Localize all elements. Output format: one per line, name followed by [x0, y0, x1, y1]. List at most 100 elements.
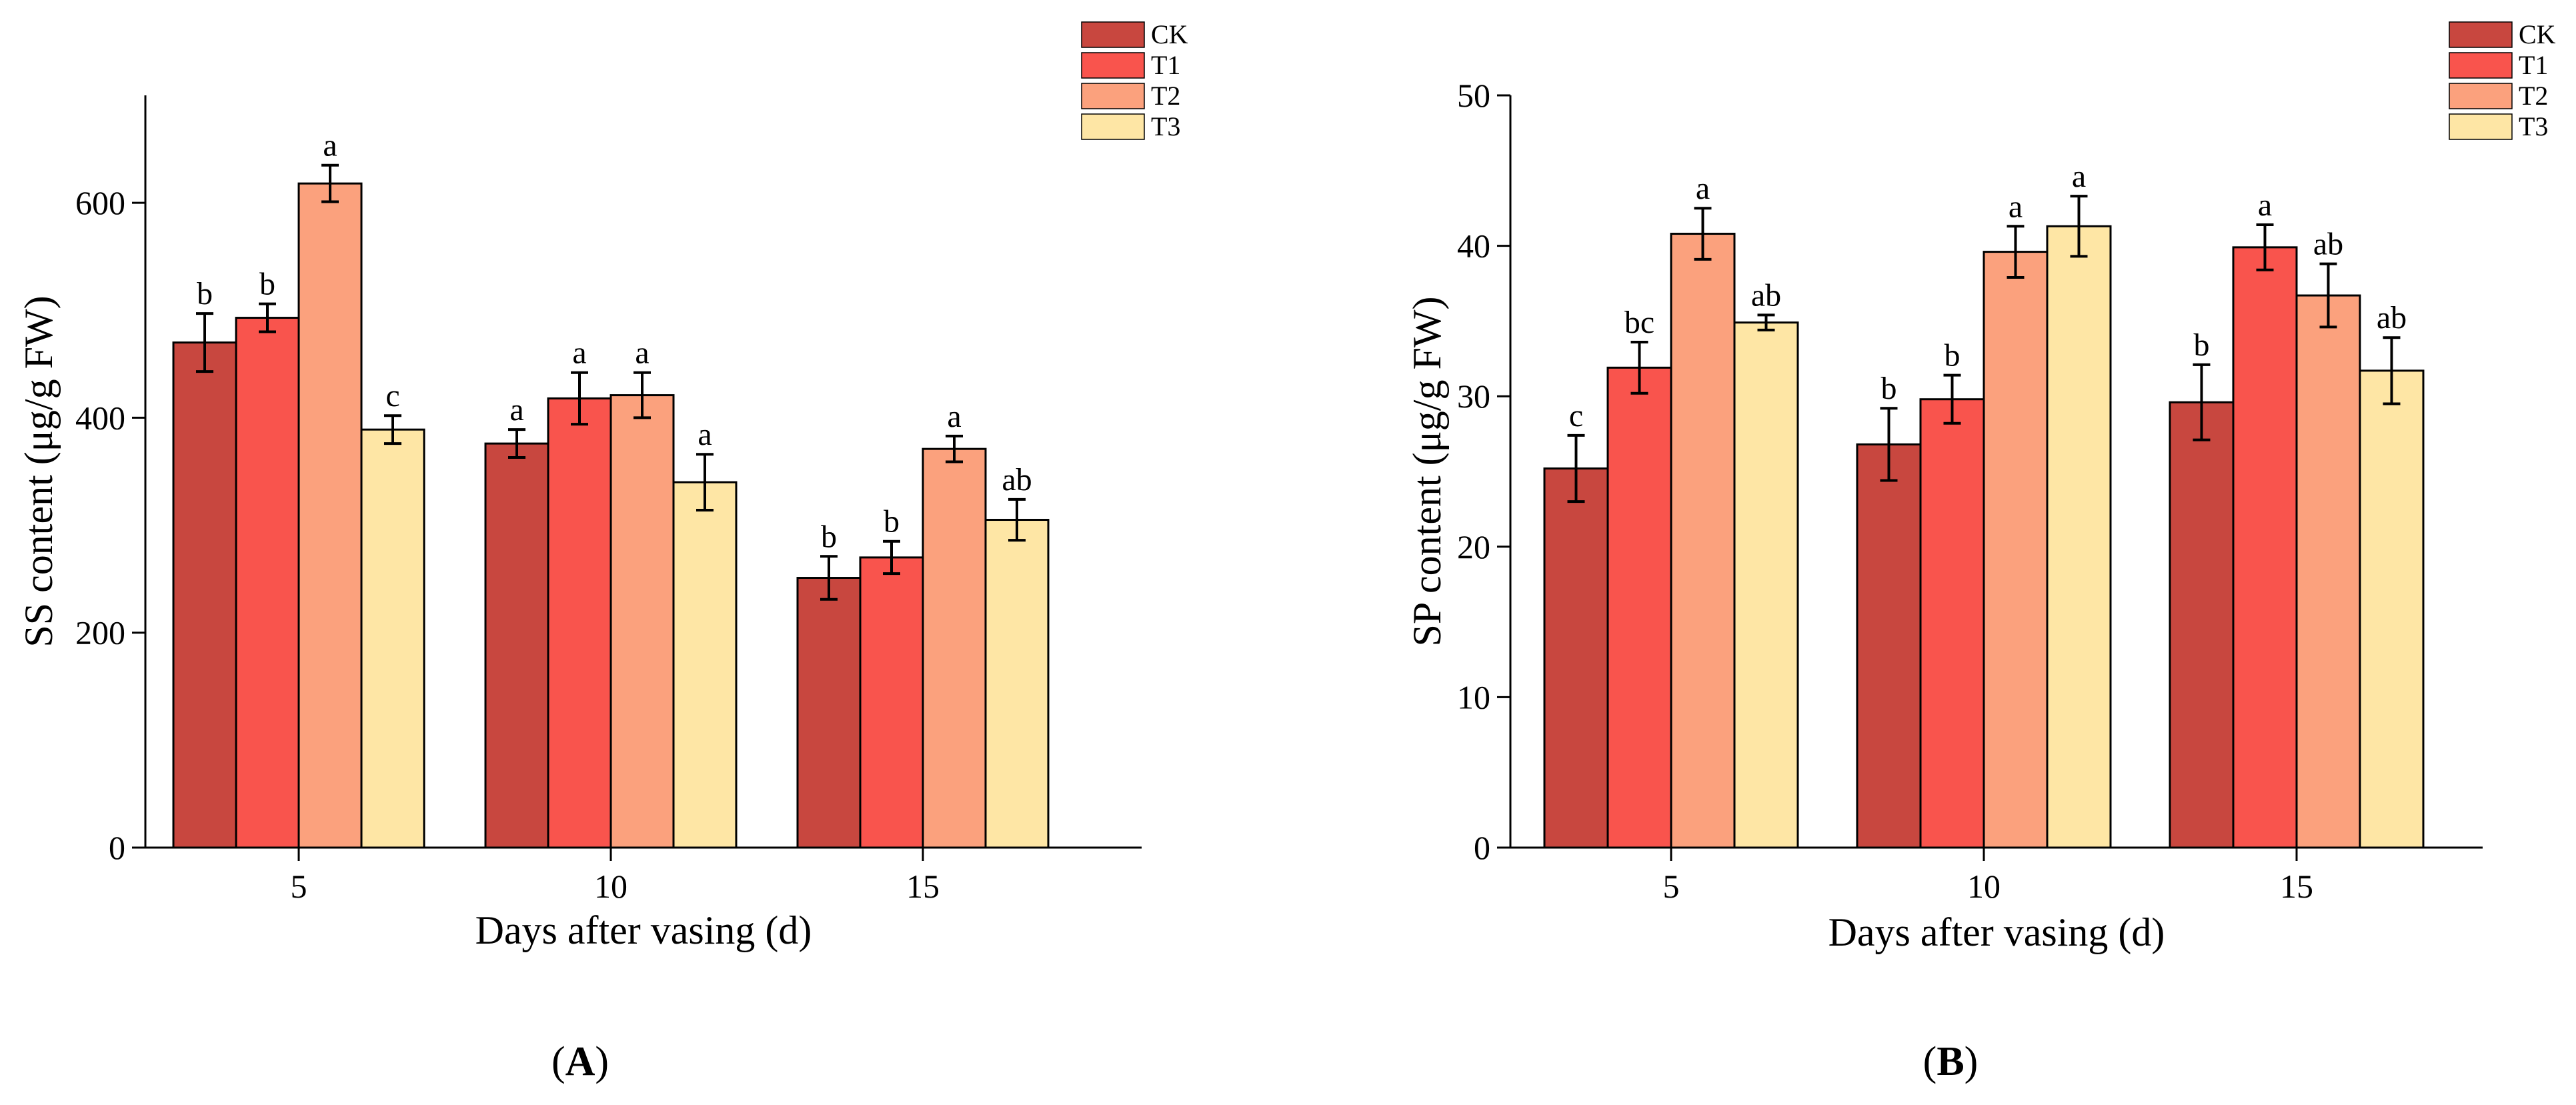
y-tick-label: 600: [75, 184, 125, 221]
significance-letter: c: [385, 378, 399, 413]
significance-letter: b: [1945, 338, 1961, 373]
bar-t1-day-15: [2232, 246, 2298, 849]
panel-label-close: ): [595, 1039, 609, 1084]
y-tick-label: 50: [1457, 77, 1490, 114]
y-tick-label: 30: [1457, 377, 1490, 415]
bar-t1-day-5: [235, 317, 300, 849]
error-bar: [508, 428, 525, 459]
error-bar: [633, 371, 651, 419]
significance-letter: b: [821, 519, 837, 554]
bar-t1-day-10: [1919, 398, 1985, 849]
x-tick-label: 5: [1663, 868, 1680, 905]
legend-label-ck: CK: [2519, 19, 2556, 49]
bar-t3-day-10: [2046, 225, 2112, 849]
significance-letter: b: [1881, 371, 1897, 406]
bar-t1-day-10: [547, 397, 612, 849]
x-axis-title: Days after vasing (d): [1828, 910, 2165, 954]
significance-letter: b: [884, 504, 900, 539]
bar-ck-day-10: [484, 442, 549, 849]
legend-swatch-t2: [1081, 83, 1145, 109]
significance-letter: a: [2009, 189, 2023, 224]
legend-label-t1: T1: [2519, 50, 2548, 80]
legend-swatch-ck: [1081, 21, 1145, 48]
y-tick-label: 20: [1457, 528, 1490, 566]
error-bar: [384, 414, 401, 445]
x-tick-label: 10: [1967, 868, 2001, 905]
x-tick-label: 15: [906, 868, 940, 905]
significance-letter: a: [947, 399, 961, 434]
significance-letter: ab: [1751, 277, 1781, 313]
error-bar: [2007, 225, 2025, 279]
error-bar: [2193, 363, 2211, 441]
bar-ck-day-15: [2169, 401, 2235, 849]
error-bar: [2383, 336, 2401, 405]
error-bar: [2319, 262, 2337, 329]
y-tick-label: 200: [75, 614, 125, 652]
error-bar: [1630, 340, 1648, 395]
significance-letter: b: [259, 267, 275, 302]
bar-t2-day-10: [1983, 251, 2049, 849]
significance-letter: ab: [2377, 300, 2407, 335]
legend-label-ck: CK: [1151, 19, 1188, 49]
y-tick-label: 40: [1457, 227, 1490, 265]
x-axis-title: Days after vasing (d): [475, 908, 812, 952]
bar-t2-day-10: [609, 394, 675, 849]
legend-label-t3: T3: [1151, 111, 1180, 141]
error-bar: [571, 371, 588, 426]
error-bar: [946, 434, 963, 463]
bar-t2-day-5: [1670, 233, 1736, 849]
significance-letter: b: [197, 276, 213, 311]
panel-label-letter: A: [565, 1039, 595, 1084]
legend-label-t2: T2: [2519, 81, 2548, 111]
y-tick-label: 0: [109, 829, 125, 866]
legend-label-t1: T1: [1151, 50, 1180, 80]
y-axis-title: SP content (μg/g FW): [1405, 297, 1449, 647]
legend-swatch-t3: [1081, 113, 1145, 140]
bar-ck-day-10: [1856, 443, 1922, 849]
bar-ck-day-5: [1543, 467, 1609, 849]
bar-t3-day-5: [360, 428, 425, 849]
legend-swatch-t1: [1081, 52, 1145, 79]
panel-label: (A): [551, 1039, 609, 1084]
bar-ck-day-15: [796, 577, 862, 849]
significance-letter: c: [1569, 398, 1583, 433]
error-bar: [1943, 373, 1961, 425]
bar-t1-day-15: [859, 556, 924, 849]
significance-letter: ab: [2313, 227, 2343, 262]
error-bar: [1567, 433, 1585, 503]
significance-letter: a: [2258, 187, 2272, 223]
legend-swatch-ck: [2449, 21, 2513, 48]
error-bar: [196, 312, 213, 373]
significance-letter: a: [509, 392, 523, 427]
panel-label: (B): [1923, 1039, 1979, 1084]
error-bar: [259, 302, 276, 333]
significance-letter: a: [1696, 171, 1710, 206]
significance-letter: a: [698, 417, 712, 452]
bar-ck-day-5: [172, 341, 237, 849]
error-bar: [2256, 223, 2274, 271]
legend-swatch-t2: [2449, 83, 2513, 109]
panel-label-close: ): [1965, 1039, 1979, 1084]
legend-swatch-t3: [2449, 113, 2513, 140]
y-tick-label: 0: [1474, 829, 1490, 866]
x-tick-label: 15: [2280, 868, 2313, 905]
bar-t2-day-15: [922, 447, 987, 849]
error-bar: [1008, 497, 1026, 542]
legend-label-t2: T2: [1151, 81, 1180, 111]
x-tick-label: 5: [291, 868, 307, 905]
error-bar: [1880, 407, 1898, 482]
legend-label-t3: T3: [2519, 111, 2548, 141]
bar-t3-day-15: [2359, 369, 2425, 849]
y-tick-label: 10: [1457, 678, 1490, 716]
error-bar: [1757, 313, 1775, 331]
error-bar: [1694, 207, 1712, 261]
bar-t2-day-5: [297, 182, 363, 849]
significance-letter: a: [572, 335, 586, 371]
bar-t2-day-15: [2295, 294, 2361, 849]
significance-letter: b: [2194, 327, 2210, 363]
significance-letter: ab: [1002, 462, 1032, 497]
significance-letter: bc: [1624, 305, 1654, 340]
